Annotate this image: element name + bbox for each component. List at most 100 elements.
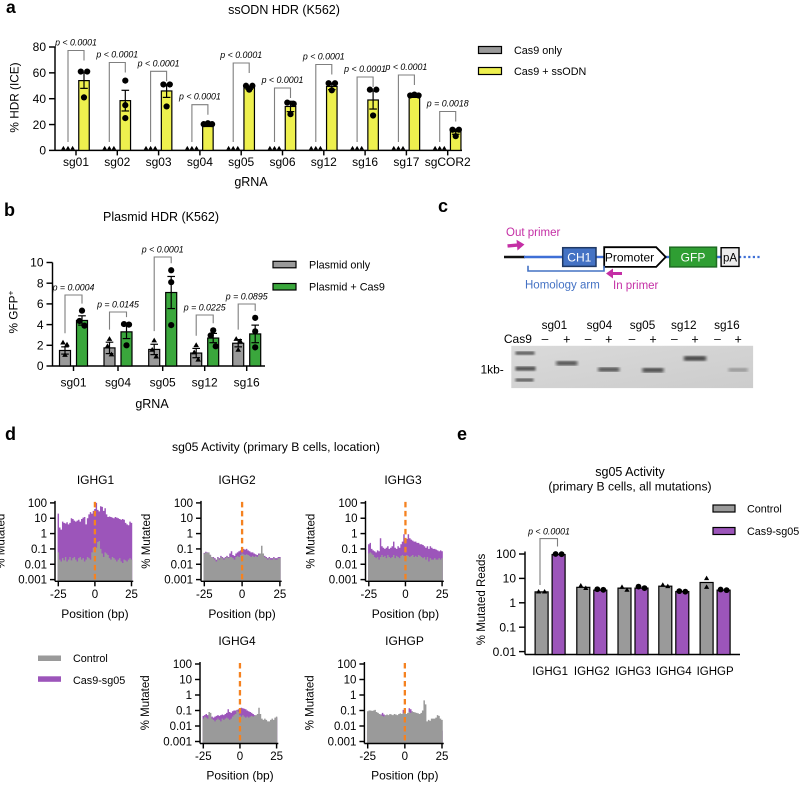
svg-text:IGHG4: IGHG4 xyxy=(656,666,692,678)
svg-text:0.01: 0.01 xyxy=(335,559,357,571)
svg-text:+: + xyxy=(649,333,656,347)
svg-text:0.01: 0.01 xyxy=(25,559,47,571)
svg-text:10: 10 xyxy=(345,513,358,525)
svg-text:100: 100 xyxy=(337,659,356,671)
svg-text:0.1: 0.1 xyxy=(340,706,356,718)
svg-text:0.1: 0.1 xyxy=(176,706,192,718)
svg-text:IGHGP: IGHGP xyxy=(697,666,734,678)
svg-text:25: 25 xyxy=(270,751,283,763)
svg-text:% Mutated: % Mutated xyxy=(306,514,318,569)
svg-text:0: 0 xyxy=(402,751,408,763)
svg-text:+: + xyxy=(734,333,741,347)
svg-text:sgCOR2: sgCOR2 xyxy=(425,155,471,169)
svg-text:% Mutated Reads: % Mutated Reads xyxy=(476,554,488,646)
svg-text:2: 2 xyxy=(37,339,44,353)
svg-text:100: 100 xyxy=(28,498,47,510)
svg-text:sg03: sg03 xyxy=(146,155,172,169)
svg-text:Cas9 + ssODN: Cas9 + ssODN xyxy=(514,66,586,78)
svg-text:p = 0.0895: p = 0.0895 xyxy=(225,292,268,302)
svg-text:Plasmid only: Plasmid only xyxy=(309,260,371,272)
svg-text:Plasmid HDR (K562): Plasmid HDR (K562) xyxy=(103,210,219,224)
svg-text:Plasmid + Cas9: Plasmid + Cas9 xyxy=(309,282,385,294)
svg-text:sg02: sg02 xyxy=(104,155,130,169)
svg-text:a: a xyxy=(6,0,16,17)
svg-text:b: b xyxy=(4,200,15,220)
svg-text:–: – xyxy=(714,332,721,346)
svg-text:c: c xyxy=(438,196,448,216)
svg-text:0: 0 xyxy=(402,589,408,601)
svg-text:% Mutated: % Mutated xyxy=(141,514,153,569)
svg-text:sg16: sg16 xyxy=(234,376,260,390)
svg-text:gRNA: gRNA xyxy=(234,175,268,189)
svg-text:+: + xyxy=(563,333,570,347)
svg-text:sg05: sg05 xyxy=(630,318,656,332)
svg-text:IGHG2: IGHG2 xyxy=(574,666,610,678)
svg-text:100: 100 xyxy=(338,498,357,510)
svg-text:p = 0.0004: p = 0.0004 xyxy=(52,283,95,293)
svg-text:0.001: 0.001 xyxy=(329,575,358,587)
svg-text:p < 0.0001: p < 0.0001 xyxy=(141,245,184,255)
svg-text:60: 60 xyxy=(33,66,47,80)
svg-text:p < 0.0001: p < 0.0001 xyxy=(54,38,97,48)
svg-text:IGHG2: IGHG2 xyxy=(218,473,256,487)
svg-text:-25: -25 xyxy=(50,589,67,601)
svg-text:-25: -25 xyxy=(359,751,376,763)
svg-text:0: 0 xyxy=(37,359,44,373)
svg-text:10: 10 xyxy=(503,572,517,586)
svg-text:10: 10 xyxy=(179,675,192,687)
svg-text:1: 1 xyxy=(509,596,516,610)
svg-text:Homology arm: Homology arm xyxy=(525,280,600,292)
svg-text:p = 0.0018: p = 0.0018 xyxy=(426,99,469,109)
svg-text:p < 0.0001: p < 0.0001 xyxy=(137,58,180,68)
svg-text:Position (bp): Position (bp) xyxy=(372,607,439,621)
svg-text:0.1: 0.1 xyxy=(177,544,193,556)
svg-text:0.001: 0.001 xyxy=(18,575,47,587)
svg-text:p < 0.0001: p < 0.0001 xyxy=(178,92,221,102)
svg-text:sg05: sg05 xyxy=(150,376,176,390)
svg-text:sg16: sg16 xyxy=(714,318,740,332)
svg-text:0.01: 0.01 xyxy=(493,645,517,659)
svg-text:40: 40 xyxy=(33,92,47,106)
svg-text:4: 4 xyxy=(37,318,44,332)
svg-text:sg05: sg05 xyxy=(228,155,254,169)
svg-text:0: 0 xyxy=(39,144,46,158)
svg-text:–: – xyxy=(542,332,549,346)
svg-text:sg04: sg04 xyxy=(187,155,213,169)
svg-text:100: 100 xyxy=(496,547,516,561)
svg-text:IGHG3: IGHG3 xyxy=(615,666,651,678)
svg-text:–: – xyxy=(585,332,592,346)
svg-text:0.1: 0.1 xyxy=(31,544,47,556)
svg-text:25: 25 xyxy=(125,589,138,601)
svg-text:p < 0.0001: p < 0.0001 xyxy=(343,64,386,74)
svg-text:(primary B cells, all mutation: (primary B cells, all mutations) xyxy=(548,480,711,494)
svg-text:sg01: sg01 xyxy=(60,376,86,390)
svg-text:–: – xyxy=(671,332,678,346)
svg-text:IGHG3: IGHG3 xyxy=(384,473,422,487)
svg-text:10: 10 xyxy=(34,513,47,525)
svg-text:1: 1 xyxy=(187,529,193,541)
svg-text:d: d xyxy=(5,424,16,444)
svg-text:Promoter: Promoter xyxy=(605,251,654,265)
svg-text:sg01: sg01 xyxy=(63,155,89,169)
svg-text:e: e xyxy=(457,424,467,444)
svg-text:8: 8 xyxy=(37,276,44,290)
svg-text:0.001: 0.001 xyxy=(163,737,192,749)
svg-text:sg01: sg01 xyxy=(542,318,568,332)
svg-text:sg04: sg04 xyxy=(105,376,131,390)
svg-text:Control: Control xyxy=(73,653,108,665)
svg-text:% Mutated: % Mutated xyxy=(0,514,8,569)
svg-text:p < 0.0001: p < 0.0001 xyxy=(95,50,138,60)
svg-text:GFP: GFP xyxy=(681,251,706,265)
svg-text:Control: Control xyxy=(747,504,782,516)
svg-text:25: 25 xyxy=(274,589,287,601)
svg-text:1: 1 xyxy=(351,529,357,541)
svg-text:sg17: sg17 xyxy=(393,155,419,169)
svg-text:100: 100 xyxy=(173,659,192,671)
svg-text:sg12: sg12 xyxy=(671,318,697,332)
svg-text:0.01: 0.01 xyxy=(170,721,192,733)
svg-text:IGHG1: IGHG1 xyxy=(532,666,568,678)
svg-text:p = 0.0145: p = 0.0145 xyxy=(96,300,139,310)
svg-text:p < 0.0001: p < 0.0001 xyxy=(384,62,427,72)
svg-text:p < 0.0001: p < 0.0001 xyxy=(261,75,304,85)
svg-text:0.1: 0.1 xyxy=(342,544,358,556)
